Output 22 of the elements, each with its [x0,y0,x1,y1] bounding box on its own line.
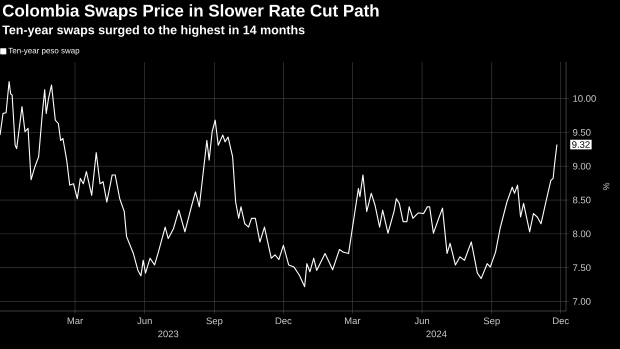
y-tick-label: 10.00 [573,95,596,102]
x-tick-label: Jun [137,318,152,324]
y-tick-label: 9.00 [572,162,591,170]
y-tick-label: 9.50 [572,129,591,136]
x-tick-label: Dec [276,318,292,324]
x-tick-label: Sep [484,318,500,326]
y-tick-label: 7.50 [573,264,591,272]
chart-title: Colombia Swaps Price in Slower Rate Cut Path [2,4,379,20]
text: 2024 [426,330,447,338]
line-series [0,81,558,288]
y-tick-label: 7.00 [573,298,591,305]
y-axis-title: % [603,182,610,190]
x-tick-label: Jun [414,318,430,324]
y-tick-label: 8.50 [572,196,591,204]
text: 2023 [158,330,178,338]
x-tick-label: Mar [68,318,84,324]
x-tick-label: Sep [206,318,222,326]
data-label: 9.32 [572,141,590,148]
x-tick-label: Dec [553,318,569,324]
y-tick-label: 8.00 [572,230,591,238]
x-tick-label: Mar [344,318,360,324]
chart-subtitle: Ten-year swaps surged to the highest in 14 months [2,25,305,37]
